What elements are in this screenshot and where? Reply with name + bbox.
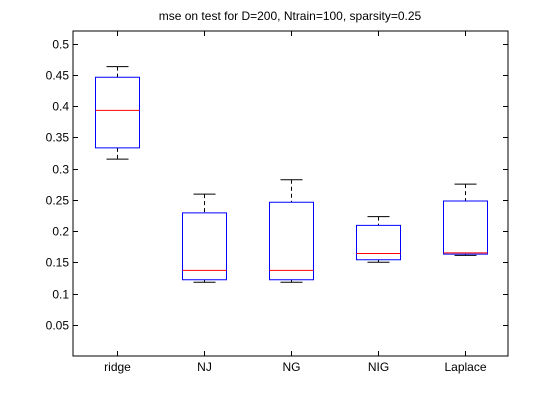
x-tick-label: NG <box>283 360 301 374</box>
x-tick-label: Laplace <box>444 360 486 374</box>
y-tick-label: 0.35 <box>46 131 70 145</box>
box-group-nig <box>356 216 401 263</box>
y-tick-label: 0.45 <box>46 69 70 83</box>
y-tick-label: 0.15 <box>46 256 70 270</box>
box-iqr <box>443 200 488 255</box>
box-group-ng <box>269 179 314 283</box>
box-iqr <box>269 201 314 281</box>
y-tick-label: 0.3 <box>52 163 69 177</box>
x-tick-label: ridge <box>104 360 131 374</box>
y-tick-label: 0.25 <box>46 194 70 208</box>
box-iqr <box>95 76 140 149</box>
axes-frame <box>72 30 509 357</box>
box-group-ridge <box>95 66 140 160</box>
box-iqr <box>182 212 227 281</box>
x-tick-label: NIG <box>368 360 389 374</box>
box-iqr <box>356 224 401 261</box>
box-group-laplace <box>443 183 488 256</box>
box-marks <box>95 66 488 283</box>
plot-area <box>73 31 508 356</box>
y-tick-label: 0.1 <box>52 288 69 302</box>
y-tick-label: 0.05 <box>46 319 70 333</box>
y-tick-label: 0.2 <box>52 225 69 239</box>
y-tick-label: 0.5 <box>52 38 69 52</box>
y-tick-label: 0.4 <box>52 100 69 114</box>
chart-title: mse on test for D=200, Ntrain=100, spars… <box>159 9 422 23</box>
box-group-nj <box>182 193 227 283</box>
x-tick-label: NJ <box>197 360 212 374</box>
axis-ticks: ridge NJ NG NIG Laplace 0.05 0.1 0.15 0.2 0.25 0.3… <box>46 31 508 374</box>
